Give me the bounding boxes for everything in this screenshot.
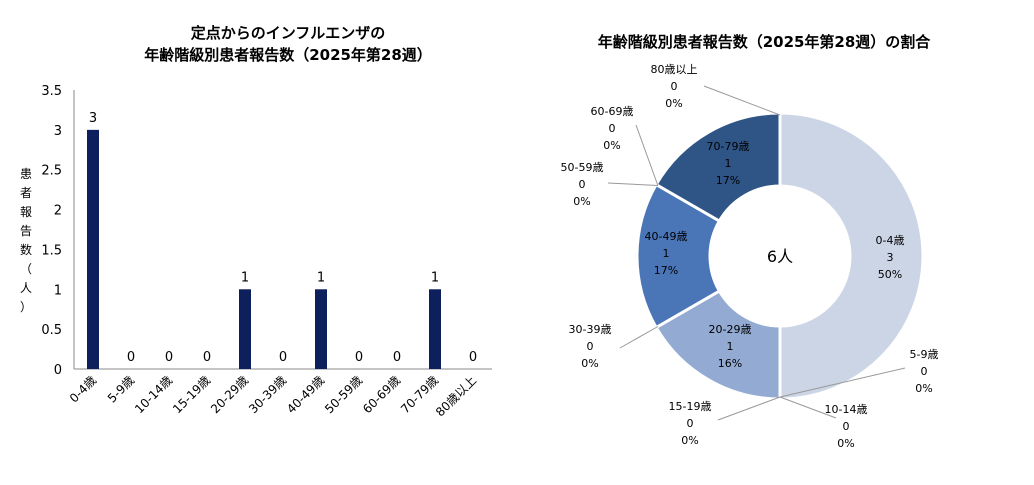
donut-slice xyxy=(635,182,722,330)
bar-x-tick-label: 0-4歳 xyxy=(67,373,99,405)
bar-data-label: 1 xyxy=(317,270,325,285)
donut-label-percent: 17% xyxy=(716,174,740,187)
bar-y-tick-label: 1 xyxy=(54,283,62,298)
donut-label-percent: 0% xyxy=(573,195,590,208)
bar-y-tick-label: 1.5 xyxy=(41,243,62,258)
donut-label-value: 0 xyxy=(687,417,694,430)
donut-leader-line xyxy=(703,85,781,116)
donut-label-value: 0 xyxy=(921,365,928,378)
donut-leader-line xyxy=(717,396,781,421)
donut-label-value: 0 xyxy=(579,178,586,191)
donut-label-percent: 50% xyxy=(878,268,902,281)
donut-label-category: 40-49歳 xyxy=(645,230,688,243)
bar-chart-title-line2: 年齢階級別患者報告数（2025年第28週） xyxy=(144,46,432,64)
bar-data-label: 0 xyxy=(469,350,477,365)
bar-chart-x-ticks: 0-4歳 5-9歳10-14歳15-19歳20-29歳30-39歳40-49歳50… xyxy=(67,373,479,419)
bar-chart-bars: 3 0 0 0 1 0 1 0 0 1 0 xyxy=(87,111,477,369)
donut-label-category: 15-19歳 xyxy=(669,400,712,413)
donut-label-category: 50-59歳 xyxy=(561,161,604,174)
bar-y-tick-label: 0 xyxy=(54,363,62,378)
bar-y-tick-label: 3.5 xyxy=(41,84,62,99)
bar-chart-y-axis-label: 患者報告数 （ 人 ） xyxy=(20,167,32,314)
donut-leader-line xyxy=(619,326,659,349)
bar-data-label: 1 xyxy=(241,270,249,285)
donut-label-category: 70-79歳 xyxy=(707,140,750,153)
donut-slice xyxy=(778,111,925,401)
bar-x-tick-label: 80歳以上 xyxy=(433,373,479,419)
donut-label-percent: 0% xyxy=(665,97,682,110)
bar-y-axis-label-char: 報 xyxy=(20,205,32,219)
donut-chart-data-labels: 0-4歳 3 50% 5-9歳 0 0% 10-14歳 0 0% 15-19歳 0 0% 20-29歳 1… xyxy=(561,63,939,450)
donut-label-category: 0-4歳 xyxy=(876,234,905,247)
donut-label-value: 0 xyxy=(671,80,678,93)
donut-label-percent: 16% xyxy=(718,357,742,370)
bar-y-axis-label-char: 患 xyxy=(20,167,32,181)
donut-label-percent: 0% xyxy=(603,139,620,152)
donut-label-category: 30-39歳 xyxy=(569,323,612,336)
donut-label-category: 20-29歳 xyxy=(709,323,752,336)
bar-x-tick-label: 20-29歳 xyxy=(208,373,251,416)
bar-x-tick-label: 50-59歳 xyxy=(322,373,365,416)
donut-leader-line xyxy=(779,396,837,419)
bar-y-tick-label: 2 xyxy=(54,204,62,219)
bar-data-label: 1 xyxy=(431,270,439,285)
donut-label-value: 0 xyxy=(587,340,594,353)
bar-y-axis-label-char: 人 xyxy=(20,281,32,295)
donut-label-value: 0 xyxy=(843,420,850,433)
bar-y-tick-label: 0.5 xyxy=(41,323,62,338)
donut-chart-leader-lines xyxy=(607,85,906,421)
donut-label-percent: 0% xyxy=(581,357,598,370)
donut-label-percent: 0% xyxy=(915,382,932,395)
donut-leader-line xyxy=(607,182,658,186)
donut-leader-line xyxy=(779,367,906,398)
bar-data-label: 0 xyxy=(393,350,401,365)
bar-chart-axes xyxy=(73,90,492,370)
bar-chart-title-line1: 定点からのインフルエンザの xyxy=(191,24,386,42)
bar-x-tick-label: 60-69歳 xyxy=(360,373,403,416)
donut-chart-title: 年齢階級別患者報告数（2025年第28週）の割合 xyxy=(598,33,932,51)
donut-label-category: 60-69歳 xyxy=(591,105,634,118)
bar-data-label: 0 xyxy=(279,350,287,365)
donut-label-category: 5-9歳 xyxy=(910,348,939,361)
bar-y-tick-label: 3 xyxy=(54,124,62,139)
bar xyxy=(87,129,99,369)
donut-label-value: 1 xyxy=(663,247,670,260)
bar-y-axis-label-char: 数 xyxy=(20,242,32,257)
donut-leader-line xyxy=(635,124,659,186)
bar-data-label: 0 xyxy=(127,350,135,365)
bar-y-axis-label-char: 告 xyxy=(20,224,32,238)
bar-data-label: 0 xyxy=(203,350,211,365)
bar-x-tick-label: 15-19歳 xyxy=(170,373,213,416)
bar xyxy=(315,289,327,369)
donut-label-value: 0 xyxy=(609,122,616,135)
bar-x-tick-label: 5-9歳 xyxy=(105,373,137,405)
bar-data-label: 0 xyxy=(355,350,363,365)
donut-label-category: 10-14歳 xyxy=(825,403,868,416)
bar-data-label: 3 xyxy=(89,111,97,126)
bar-y-axis-label-char: （ xyxy=(20,262,32,276)
bar-y-axis-label-char: 者 xyxy=(20,186,32,200)
donut-label-value: 1 xyxy=(727,340,734,353)
donut-label-percent: 0% xyxy=(837,437,854,450)
donut-slice xyxy=(654,288,782,401)
donut-label-percent: 17% xyxy=(654,264,678,277)
bar-chart-y-ticks: 0 0.5 1 1.5 2 2.5 3 3.5 xyxy=(41,84,62,378)
bar xyxy=(429,289,441,369)
bar-x-tick-label: 40-49歳 xyxy=(284,373,327,416)
donut-label-category: 80歳以上 xyxy=(651,63,698,76)
donut-center-label: 6人 xyxy=(767,247,793,266)
donut-label-value: 1 xyxy=(725,157,732,170)
bar xyxy=(239,289,251,369)
bar-data-label: 0 xyxy=(165,350,173,365)
bar-y-axis-label-char: ） xyxy=(20,300,32,314)
bar-y-tick-label: 2.5 xyxy=(41,164,62,179)
bar-x-tick-label: 30-39歳 xyxy=(246,373,289,416)
bar-x-tick-label: 10-14歳 xyxy=(132,373,175,416)
donut-label-value: 3 xyxy=(887,251,894,264)
donut-label-percent: 0% xyxy=(681,434,698,447)
